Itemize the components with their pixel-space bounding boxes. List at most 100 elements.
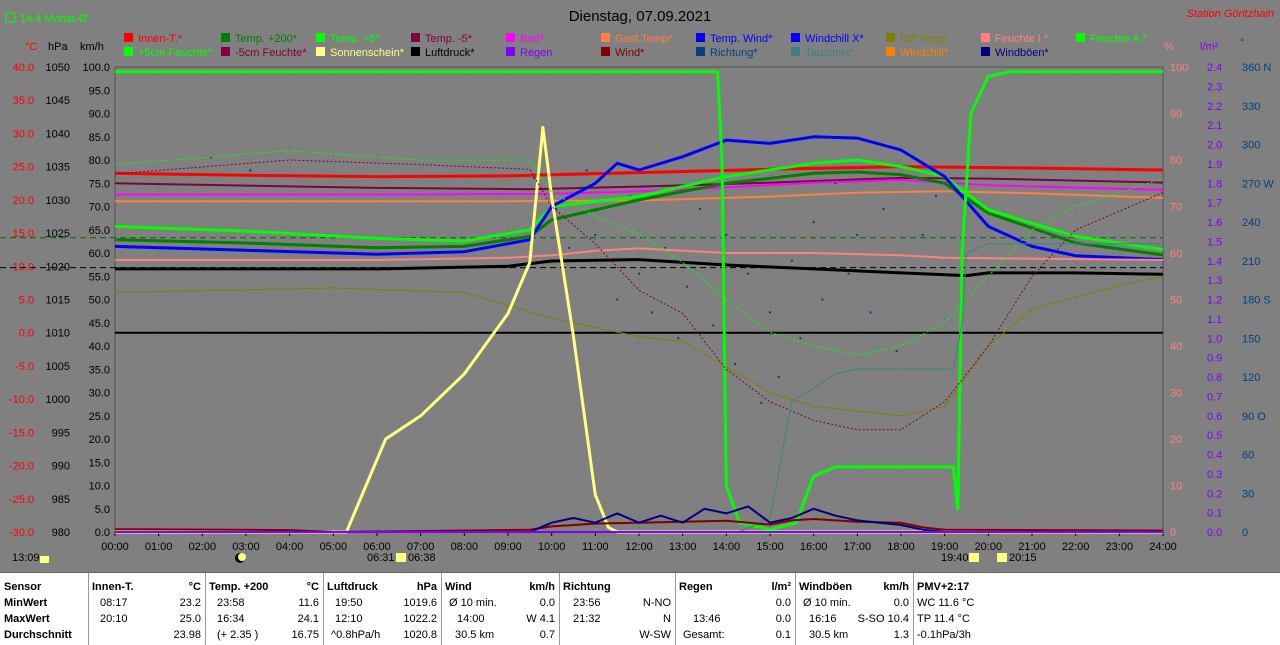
legend-label: Innen-T.*	[138, 33, 183, 45]
x-tick-label: 22:00	[1062, 541, 1090, 553]
y-tick-label: 75.0	[89, 178, 110, 190]
y-tick-label: 1.9	[1207, 159, 1222, 171]
legend-swatch	[506, 33, 515, 42]
direction-point	[699, 208, 702, 211]
direction-point	[686, 285, 689, 288]
x-tick-label: 12:00	[625, 541, 653, 553]
y-tick-label: 1.2	[1207, 295, 1222, 307]
y-tick-label: 150	[1242, 333, 1260, 345]
x-tick-label: 05:00	[320, 541, 348, 553]
legend-label: Regen	[520, 47, 552, 59]
y-tick-label: 25.0	[89, 411, 110, 423]
stats-regen: Regen l/m² 0.0 13:46 0.0 Gesamt: 0.1	[675, 573, 796, 645]
direction-point	[777, 376, 780, 378]
y-tick-label: 0.7	[1207, 391, 1222, 403]
y-tick-label: 2.4	[1207, 62, 1222, 74]
y-tick-label: 15.0	[89, 457, 110, 469]
y-tick-label: 180 S	[1242, 295, 1271, 307]
legend-swatch	[886, 33, 895, 42]
y-tick-label: 30	[1170, 388, 1182, 400]
legend-label: Temp. -5*	[425, 33, 473, 45]
y-tick-label: 95.0	[89, 85, 110, 97]
y-tick-label: 85.0	[89, 132, 110, 144]
x-tick-label: 13:00	[669, 541, 697, 553]
y-tick-label: 1.7	[1207, 198, 1222, 210]
direction-point	[651, 311, 654, 314]
y-tick-label: 995	[52, 427, 70, 439]
y-tick-label: 50.0	[89, 295, 110, 307]
y-tick-label: -25.0	[9, 494, 34, 506]
y-tick-label: 10	[1170, 481, 1182, 493]
x-tick-label: 17:00	[844, 541, 872, 553]
y-tick-label: -15.0	[9, 427, 34, 439]
y-tick-label: 1045	[46, 95, 70, 107]
legend-swatch	[1076, 33, 1085, 42]
y-tick-label: 0.9	[1207, 353, 1222, 365]
x-tick-label: 18:00	[887, 541, 915, 553]
y-tick-label: 0	[1170, 527, 1176, 539]
legend-label: Sonnenschein*	[330, 47, 405, 59]
legend-label: Richtung*	[710, 47, 758, 59]
y-tick-label: 2.0	[1207, 140, 1222, 152]
legend-label: Temp. +200*	[235, 33, 298, 45]
series-line	[115, 505, 1163, 533]
direction-unit: °	[1240, 37, 1244, 49]
y-tick-label: 65.0	[89, 225, 110, 237]
y-tick-label: 0.0	[1207, 527, 1222, 539]
y-tick-label: 1015	[46, 295, 70, 307]
plot-area	[0, 66, 1164, 534]
series-line	[114, 159, 1164, 431]
x-tick-label: 09:00	[494, 541, 522, 553]
y-tick-label: 120	[1242, 372, 1260, 384]
legend-label: Diff Temp.	[900, 33, 949, 45]
y-tick-label: 80	[1170, 155, 1182, 167]
series-line	[114, 165, 1164, 179]
stats-sensor: Sensor MinWert MaxWert Durchschnitt	[0, 573, 89, 645]
y-tick-label: 2.3	[1207, 81, 1222, 93]
legend-label: Windböen*	[995, 47, 1050, 59]
y-tick-label: 1050	[46, 62, 70, 74]
y-tick-label: 90 O	[1242, 411, 1266, 423]
y-tick-label: 210	[1242, 256, 1260, 268]
series-line	[114, 150, 1164, 356]
direction-point	[895, 350, 898, 353]
series-line	[115, 125, 1163, 534]
x-tick-label: 02:00	[189, 541, 217, 553]
direction-point	[568, 246, 571, 249]
y-tick-label: -10.0	[9, 394, 34, 406]
direction-point	[734, 363, 737, 366]
y-tick-label: 240	[1242, 217, 1260, 229]
stats-luftdruck: Luftdruck hPa 19:50 1019.6 12:10 1022.2 ^0.…	[323, 573, 442, 645]
y-tick-label: -20.0	[9, 461, 34, 473]
y-tick-label: 30.0	[89, 388, 110, 400]
legend-swatch	[221, 47, 230, 56]
y-tick-label: 0.8	[1207, 372, 1222, 384]
x-tick-label: 16:00	[800, 541, 828, 553]
x-tick-label: 23:00	[1106, 541, 1134, 553]
y-tick-label: 0.1	[1207, 508, 1222, 520]
y-tick-label: 20.0	[13, 195, 34, 207]
y-tick-label: 1.8	[1207, 178, 1222, 190]
series-line	[115, 190, 1164, 203]
y-tick-label: 1.0	[1207, 333, 1222, 345]
y-tick-label: 60	[1242, 450, 1254, 462]
moonrise-icon	[997, 553, 1007, 562]
legend-swatch	[696, 33, 705, 42]
y-tick-label: 50	[1170, 295, 1182, 307]
x-tick-label: 01:00	[145, 541, 173, 553]
weather-chart: 14.4 Monat-Ø Dienstag, 07.09.2021 Statio…	[0, 8, 1275, 564]
legend-label: Windchill*	[900, 47, 949, 59]
y-tick-label: 100	[1170, 62, 1188, 74]
direction-point	[712, 324, 715, 327]
legend-swatch	[601, 33, 610, 42]
y-tick-label: 40	[1170, 341, 1182, 353]
legend-swatch	[886, 47, 895, 56]
x-tick-label: 11:00	[582, 541, 609, 553]
legend-label: Temp. Wind*	[710, 33, 773, 45]
y-tick-label: 985	[52, 494, 70, 506]
station-name: Station Göritzhain	[1187, 8, 1274, 20]
y-tick-label: 0	[1242, 527, 1248, 539]
y-tick-label: 990	[52, 461, 70, 473]
direction-point	[533, 177, 536, 180]
y-tick-label: 5.0	[95, 504, 110, 516]
